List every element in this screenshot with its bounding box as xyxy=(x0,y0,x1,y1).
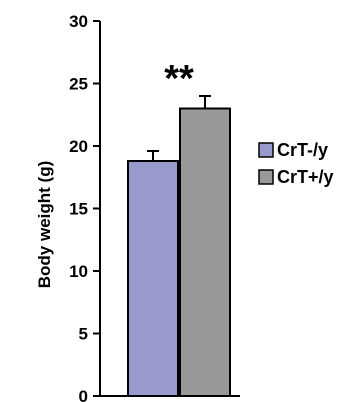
legend: CrT-/y CrT+/y xyxy=(258,140,334,187)
y-axis-label: Body weight (g) xyxy=(35,161,54,288)
bars xyxy=(127,107,231,397)
y-axis: 0 5 10 15 20 25 30 xyxy=(69,12,101,402)
bar-CrT-/y xyxy=(127,160,179,397)
y-tick-label: 30 xyxy=(69,12,88,31)
y-tick-label: 20 xyxy=(69,137,88,156)
legend-swatch xyxy=(258,169,274,185)
y-tick-label: 25 xyxy=(69,75,88,94)
legend-label: CrT-/y xyxy=(277,140,328,160)
y-tick-label: 10 xyxy=(69,262,88,281)
error-bars xyxy=(147,95,211,161)
y-tick-label: 0 xyxy=(79,387,88,402)
legend-label: CrT+/y xyxy=(277,167,334,187)
legend-swatch xyxy=(258,142,274,158)
y-tick-label: 15 xyxy=(69,200,88,219)
y-tick-label: 5 xyxy=(79,325,88,344)
bar-CrT+/y xyxy=(179,107,231,397)
significance-annotation: ** xyxy=(164,58,194,100)
